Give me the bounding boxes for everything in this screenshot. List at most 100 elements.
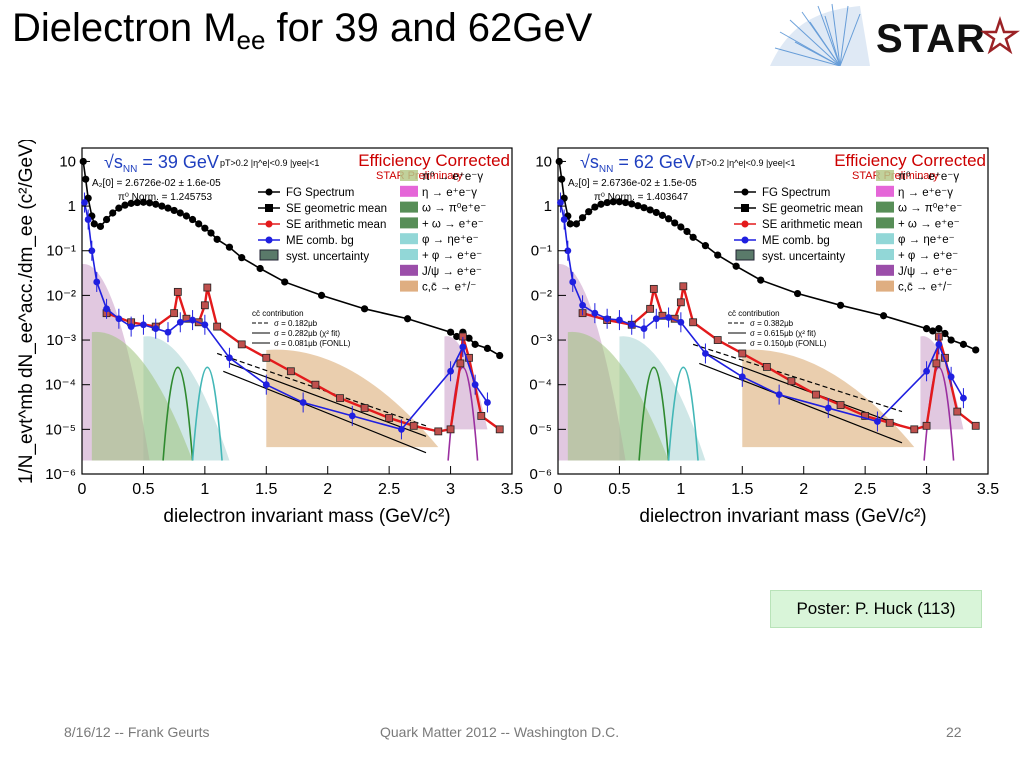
fg-data-point (201, 224, 209, 232)
me-data-point (226, 354, 233, 362)
footer-conference: Quark Matter 2012 -- Washington D.C. (380, 724, 620, 740)
me-data-point (189, 316, 196, 324)
fg-data-point (133, 198, 141, 207)
se-data-point (311, 380, 320, 389)
se-data-point (738, 349, 747, 358)
legend-right-swatch (400, 201, 418, 213)
fg-data-point (621, 198, 630, 207)
ccbar-legend-item: σ = 0.615μb (χ² fit) (750, 329, 816, 338)
star-logo-text: STAR (876, 17, 986, 61)
legend-right-item: η → e⁺e⁻γ (898, 187, 953, 199)
cuts-label: pT>0.2 |η^e|<0.9 |yee|<1 (220, 158, 319, 168)
fg-data-point (572, 220, 581, 228)
fg-data-point (238, 254, 246, 262)
fg-data-point (634, 202, 642, 210)
x-tick-label: 2 (323, 481, 332, 498)
y-tick-label: 10⁻⁴ (530, 377, 552, 394)
fg-data-point (714, 251, 722, 259)
legend-right-item: π⁰ → e⁺e⁻γ (422, 171, 483, 183)
legend-right-swatch (876, 280, 894, 292)
plot-frame (81, 147, 513, 475)
fg-data-point (225, 243, 234, 251)
y-tick-label: 10 (535, 153, 552, 170)
x-axis-title: dielectron invariant mass (GeV/c²) (163, 506, 450, 527)
se-data-point (477, 412, 486, 420)
ccbar-curve-0 (216, 352, 427, 427)
legend-swatch-marker (741, 204, 749, 212)
y-tick-label: 10⁻⁵ (45, 421, 76, 438)
fg-data-point (646, 206, 654, 214)
fg-data-point (836, 301, 845, 309)
cocktail-band-0 (266, 349, 439, 448)
legend-left-item: syst. uncertainty (286, 251, 369, 263)
me-data-point (640, 325, 648, 333)
star-preliminary: STAR Preliminary (852, 170, 939, 182)
me-data-point (152, 325, 160, 333)
fg-data-point (640, 204, 648, 212)
se-data-point (385, 414, 394, 422)
legend-right-swatch (400, 185, 418, 197)
fg-data-point (628, 200, 636, 208)
me-data-point (557, 199, 564, 206)
me-data-point (398, 425, 405, 433)
x-tick-label: 0.5 (132, 481, 154, 498)
y-tick-label: 10⁻⁴ (45, 377, 76, 394)
x-axis-title: dielectron invariant mass (GeV/c²) (639, 506, 926, 527)
series-line-2 (83, 202, 489, 431)
me-data-point (591, 309, 599, 317)
legend-left-item: SE arithmetic mean (762, 219, 862, 231)
fg-data-point (585, 208, 593, 216)
fg-data-point (403, 315, 412, 323)
x-tick-label: 1 (676, 481, 685, 498)
fg-data-point (170, 206, 178, 215)
x-tick-label: 3.5 (977, 481, 999, 498)
fg-data-point (207, 229, 215, 237)
cocktail-peak-1 (667, 366, 699, 461)
se-data-point (679, 282, 688, 291)
fg-data-point (757, 276, 765, 284)
y-tick-label: 10⁻¹ (530, 243, 552, 260)
se-data-point (170, 309, 179, 318)
star-logo: STAR (770, 3, 1020, 66)
footer-date-author: 8/16/12 -- Frank Geurts (64, 724, 210, 740)
fg-data-point (256, 264, 264, 273)
ccbar-curve-1 (705, 352, 903, 427)
x-tick-label: 1.5 (731, 481, 753, 498)
poster-note: Poster: P. Huck (113) (770, 590, 982, 628)
ccbar-legend-item: σ = 0.282μb (χ² fit) (274, 329, 340, 338)
me-data-point (103, 305, 110, 313)
legend-left-item: SE geometric mean (286, 203, 387, 215)
fit-line-2: π⁰ Norm. = 1.245753 (118, 192, 212, 203)
x-tick-label: 1.5 (255, 481, 277, 498)
fg-data-point (96, 222, 105, 231)
ccbar-legend-item: σ = 0.081μb (FONLL) (274, 339, 351, 348)
fg-data-point (109, 209, 117, 217)
fg-data-point (609, 198, 617, 206)
fg-data-point (959, 340, 968, 348)
fg-data-point (496, 351, 504, 360)
fg-data-point (732, 262, 740, 270)
cocktail-band-3 (567, 331, 669, 461)
se-data-point (434, 427, 443, 436)
cocktail-peak-0 (162, 366, 194, 461)
se-data-point (495, 425, 504, 434)
me-data-point (88, 247, 96, 255)
se-data-point (812, 390, 820, 399)
ccbar-legend-item: σ = 0.150μb (FONLL) (750, 339, 827, 348)
fg-data-point (465, 334, 473, 342)
me-data-point (459, 343, 467, 351)
legend-right-item: ω → π⁰e⁺e⁻ (422, 203, 486, 215)
y-tick-label: 1 (68, 198, 76, 215)
legend-swatch-marker (265, 220, 273, 228)
x-tick-label: 3 (922, 481, 931, 498)
se-data-point (953, 407, 962, 416)
se-data-point (200, 301, 209, 310)
fg-data-point (176, 209, 184, 217)
x-tick-label: 3 (446, 481, 455, 498)
fg-data-point (82, 175, 90, 183)
legend-swatch-marker (741, 236, 749, 244)
legend-right-item: + φ → e⁺e⁻ (898, 250, 958, 262)
legend-right-item: η → e⁺e⁻γ (422, 187, 477, 199)
se-data-point (213, 322, 222, 331)
fg-data-point (689, 233, 697, 241)
